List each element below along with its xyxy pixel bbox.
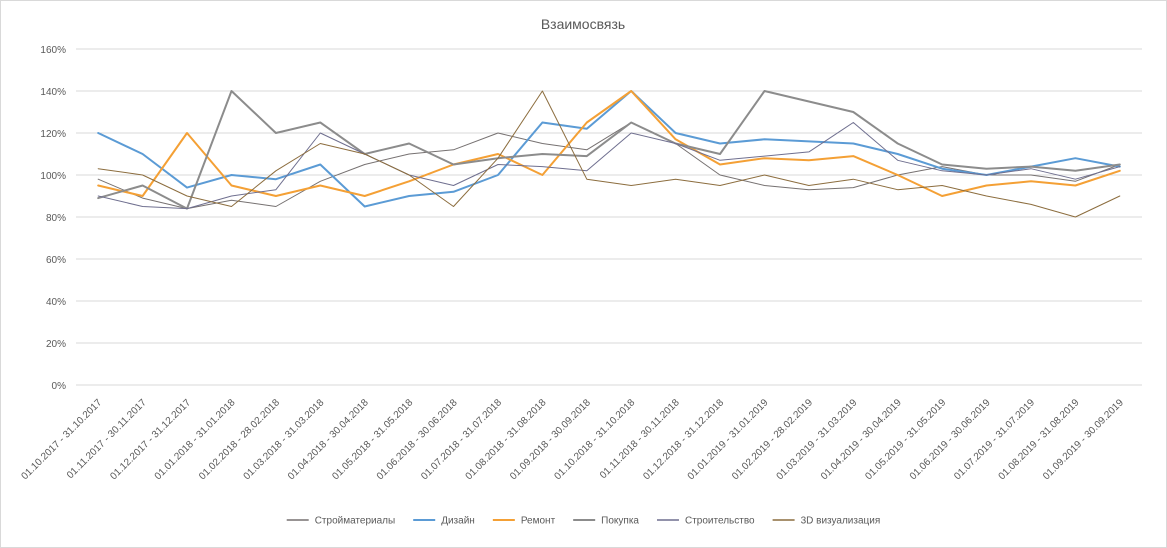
series-line	[97, 90, 1121, 208]
gridlines	[76, 48, 1142, 386]
x-tick-label: 01.03.2019 - 31.03.2019	[775, 397, 860, 482]
x-tick-label: 01.10.2017 - 31.10.2017	[19, 397, 104, 482]
series-line	[97, 90, 1121, 197]
series-line	[97, 122, 1121, 210]
legend: Стройматериалы Дизайн Ремонт Покупка Строите…	[286, 516, 881, 527]
x-tick-label: 01.06.2019 - 30.06.2019	[908, 397, 993, 482]
x-tick-label: 01.08.2018 - 31.08.2018	[464, 397, 549, 482]
y-tick-label: 0%	[52, 381, 67, 392]
x-tick-label: 01.07.2019 - 31.07.2019	[952, 397, 1037, 482]
legend-label: Ремонт	[521, 516, 556, 527]
x-tick-label: 01.01.2019 - 31.01.2019	[686, 397, 771, 482]
x-tick-label: 01.12.2018 - 31.12.2018	[641, 397, 726, 482]
x-tick-label: 01.02.2019 - 28.02.2019	[730, 397, 815, 482]
x-tick-label: 01.05.2019 - 31.05.2019	[863, 397, 948, 482]
y-tick-label: 80%	[46, 213, 66, 224]
y-axis-ticks: 0% 20% 40% 60% 80% 100% 120% 140% 160%	[40, 45, 66, 392]
x-tick-label: 01.10.2018 - 31.10.2018	[552, 397, 637, 482]
x-tick-label: 01.06.2018 - 30.06.2018	[375, 397, 460, 482]
series-line	[97, 90, 1121, 218]
series-line	[97, 122, 1121, 210]
y-tick-label: 120%	[40, 129, 66, 140]
series-line	[97, 90, 1121, 210]
x-tick-label: 01.09.2018 - 30.09.2018	[508, 397, 593, 482]
x-tick-label: 01.11.2017 - 30.11.2017	[65, 397, 149, 481]
x-tick-label: 01.08.2019 - 31.08.2019	[997, 397, 1082, 482]
series-lines	[97, 90, 1121, 218]
x-tick-label: 01.09.2019 - 30.09.2019	[1041, 397, 1126, 482]
x-tick-label: 01.04.2019 - 30.04.2019	[819, 397, 904, 482]
legend-label: Стройматериалы	[315, 516, 396, 527]
y-tick-label: 20%	[46, 339, 66, 350]
y-tick-label: 100%	[40, 171, 66, 182]
legend-label: Покупка	[601, 516, 639, 527]
legend-label: 3D визуализация	[801, 516, 881, 527]
chart-title: Взаимосвязь	[541, 16, 625, 32]
x-tick-label: 01.03.2018 - 31.03.2018	[242, 397, 327, 482]
x-tick-label: 01.02.2018 - 28.02.2018	[197, 397, 282, 482]
x-tick-label: 01.11.2018 - 30.11.2018	[598, 397, 682, 481]
x-tick-label: 01.12.2017 - 31.12.2017	[108, 397, 193, 482]
y-tick-label: 160%	[40, 45, 66, 56]
x-tick-label: 01.01.2018 - 31.01.2018	[153, 397, 238, 482]
legend-label: Строительство	[685, 516, 755, 527]
y-tick-label: 140%	[40, 87, 66, 98]
x-tick-label: 01.04.2018 - 30.04.2018	[286, 397, 371, 482]
legend-label: Дизайн	[441, 516, 475, 527]
x-tick-label: 01.05.2018 - 31.05.2018	[330, 397, 415, 482]
y-tick-label: 40%	[46, 297, 66, 308]
x-tick-label: 01.07.2018 - 31.07.2018	[419, 397, 504, 482]
y-tick-label: 60%	[46, 255, 66, 266]
